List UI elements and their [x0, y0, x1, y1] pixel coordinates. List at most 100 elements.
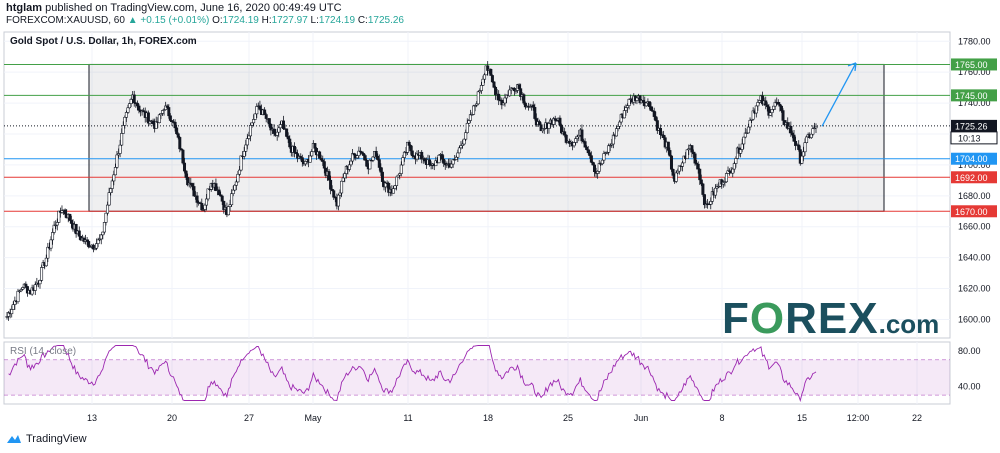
candle-body [38, 280, 42, 285]
candle-body [135, 102, 139, 107]
candle-body [814, 125, 818, 129]
candle-body [341, 177, 345, 182]
candle-body [236, 173, 240, 183]
candle-body [616, 125, 620, 129]
candle-body [146, 112, 150, 124]
candle-body [226, 206, 230, 216]
y-tick-label: 1660.00 [958, 222, 991, 232]
candle-body [277, 127, 281, 133]
candle-body [206, 188, 210, 200]
candle-body [349, 160, 353, 166]
author[interactable]: htglam [6, 2, 43, 14]
candle-body [757, 100, 761, 103]
candle-body [698, 168, 702, 181]
candle-body [709, 201, 713, 205]
x-tick-label: 12:00 [847, 413, 870, 423]
candle-body [128, 103, 132, 109]
candle-body [674, 172, 678, 182]
level-badge-1745.00 [951, 89, 997, 102]
candle-body [247, 135, 251, 139]
candle-body [102, 222, 106, 233]
y-tick-label: 1700.00 [958, 160, 991, 170]
l-label: L: [310, 15, 319, 26]
candle-body [586, 149, 590, 154]
candle-body [371, 156, 375, 161]
candle-body [10, 309, 14, 315]
candle-body [756, 102, 760, 107]
candle-body [668, 150, 672, 157]
candle-body [479, 85, 483, 91]
rsi-line [8, 345, 817, 403]
candle-body [465, 122, 469, 133]
candle-body [379, 167, 383, 173]
arrow-head-icon [847, 62, 857, 71]
candle-body [724, 173, 728, 183]
candle-body [470, 114, 474, 116]
candle-body [11, 304, 15, 310]
candle-body [602, 153, 606, 161]
candle-body [113, 167, 117, 176]
candle-body [593, 164, 597, 172]
level-label-1704.00: 1704.00 [955, 154, 988, 164]
tradingview-logo-icon [7, 435, 21, 443]
ohlc-line: FOREXCOM:XAUUSD, 60 ▲ +0.15 (+0.01%) O:1… [6, 15, 404, 26]
candle-body [57, 210, 61, 223]
candle-body [264, 114, 268, 119]
candle-body [30, 287, 34, 295]
candle-body [46, 246, 50, 259]
candle-body [770, 109, 774, 114]
x-tick-label: Jun [634, 413, 649, 423]
candles [5, 61, 818, 321]
candle-body [654, 116, 658, 121]
candle-body [161, 110, 165, 114]
tradingview-footer[interactable]: TradingView [6, 433, 87, 445]
candle-body [184, 170, 188, 178]
candle-body [450, 163, 454, 168]
y-tick-label: 1740.00 [958, 98, 991, 108]
candle-body [790, 132, 794, 136]
candle-body [338, 192, 342, 196]
candle-body [745, 132, 749, 134]
candle-body [789, 126, 793, 134]
candle-body [329, 179, 333, 190]
candle-body [764, 100, 768, 106]
candle-body [288, 138, 292, 148]
y-tick-label: 1780.00 [958, 36, 991, 46]
candle-body [456, 152, 460, 158]
change: +0.15 (+0.01%) [140, 15, 210, 26]
candle-body [742, 136, 746, 145]
candle-body [33, 284, 37, 291]
candle-body [205, 198, 209, 206]
candle-body [332, 190, 336, 198]
candle-body [731, 168, 735, 174]
rsi-pane-border [3, 341, 951, 405]
price-pane-border [3, 31, 951, 339]
candle-body [662, 134, 666, 139]
candle-body [167, 107, 171, 117]
candle-body [734, 158, 738, 164]
x-tick-label: 20 [167, 413, 177, 423]
candle-body [68, 214, 72, 221]
candle-body [522, 94, 526, 104]
candle-body [685, 149, 689, 159]
candle-body [538, 121, 542, 126]
candle-body [596, 170, 600, 174]
candle-body [508, 89, 512, 97]
candle-body [308, 155, 312, 163]
candle-body [644, 102, 648, 107]
candle-body [393, 185, 397, 189]
candle-body [809, 133, 813, 138]
candle-body [96, 239, 100, 244]
o-label: O: [212, 15, 223, 26]
candle-body [281, 120, 285, 129]
candle-body [250, 122, 254, 126]
publish-line: htglam published on TradingView.com, Jun… [6, 2, 342, 14]
candle-body [442, 158, 446, 164]
forex-logo: FOREX.com [722, 294, 939, 344]
candle-body [362, 153, 366, 156]
candle-body [472, 105, 476, 115]
level-label-1765.00: 1765.00 [955, 60, 988, 70]
x-tick-label: 11 [403, 413, 412, 423]
candle-body [74, 224, 78, 235]
